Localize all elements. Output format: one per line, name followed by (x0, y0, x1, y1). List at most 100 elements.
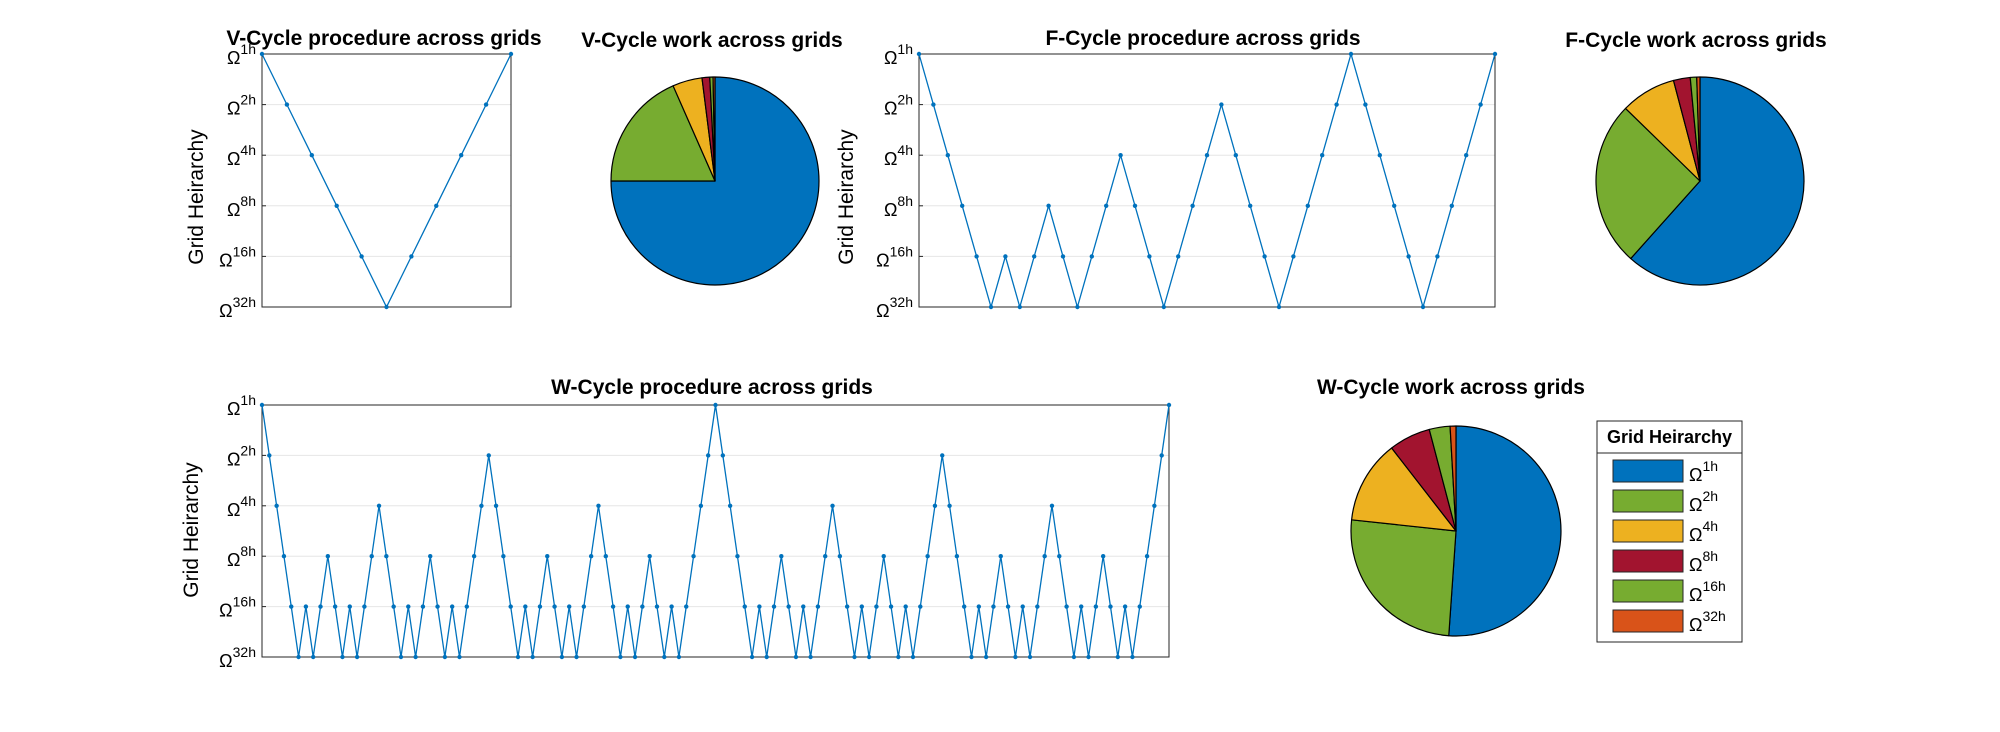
data-point (1320, 153, 1325, 158)
data-point (888, 604, 894, 609)
data-point (376, 503, 382, 508)
data-point (449, 604, 455, 609)
legend-swatch (1612, 519, 1684, 543)
y-tick-sup: 16h (233, 594, 256, 610)
y-tick-sup: 2h (240, 92, 256, 108)
data-point (786, 604, 791, 609)
y-tick-label: Ω32h (219, 644, 256, 671)
data-point (523, 604, 528, 609)
legend-label-sup: 4h (1702, 518, 1718, 534)
data-point (771, 604, 777, 609)
data-point (1334, 102, 1339, 107)
data-point (684, 604, 689, 609)
data-point (925, 554, 930, 559)
data-point (409, 254, 414, 259)
data-point (1219, 102, 1224, 107)
data-point (954, 554, 960, 559)
data-point (567, 604, 572, 609)
y-tick-sup: 4h (240, 142, 256, 158)
data-point (1093, 604, 1099, 609)
y-tick-base: Ω (219, 301, 232, 321)
data-point (1046, 203, 1051, 208)
data-point (1392, 203, 1397, 208)
data-point (823, 554, 828, 559)
f-cycle-y-axis-label: Grid Heirarchy (835, 129, 858, 265)
data-point (442, 654, 448, 660)
data-point (1108, 604, 1113, 609)
data-point (815, 604, 821, 609)
y-tick-sup: 2h (897, 92, 913, 108)
data-point (545, 554, 550, 559)
v-cycle-work-chart: V-Cycle work across grids (581, 29, 843, 286)
legend-title: Grid Heirarchy (1607, 427, 1732, 447)
data-point (1144, 554, 1150, 559)
data-point (1435, 254, 1440, 259)
data-point (311, 654, 316, 660)
data-point (332, 604, 338, 609)
data-point (1020, 604, 1025, 609)
data-point (918, 604, 923, 609)
y-tick-sup: 32h (233, 644, 256, 660)
legend-label: Ω8h (1689, 548, 1718, 575)
data-point (808, 654, 813, 660)
y-tick-base: Ω (884, 48, 897, 68)
data-point (1276, 304, 1282, 310)
data-point (1013, 654, 1018, 660)
f-cycle-work-title: F-Cycle work across grids (1565, 29, 1826, 52)
data-point (859, 604, 864, 609)
data-point (903, 604, 908, 609)
data-point (359, 254, 364, 259)
w-cycle-work-title: W-Cycle work across grids (1317, 376, 1585, 399)
f-cycle-procedure-title: F-Cycle procedure across grids (1045, 27, 1360, 50)
y-tick-base: Ω (227, 449, 240, 469)
data-point (727, 503, 733, 508)
data-point (384, 304, 389, 310)
data-point (596, 503, 601, 508)
data-point (940, 453, 945, 458)
data-point (705, 453, 711, 458)
data-point (1049, 503, 1055, 508)
data-point (801, 604, 806, 609)
data-point (1057, 554, 1062, 559)
data-point (916, 51, 922, 57)
data-point (369, 554, 374, 559)
data-point (1348, 51, 1354, 57)
y-tick-base: Ω (227, 500, 240, 520)
data-point (988, 304, 994, 310)
data-point (735, 554, 740, 559)
data-point (559, 654, 565, 660)
data-point (479, 503, 484, 508)
pie-slice (1696, 76, 1701, 182)
data-point (844, 604, 850, 609)
y-tick-base: Ω (227, 149, 240, 169)
y-tick-label: Ω2h (227, 442, 256, 469)
data-point (757, 604, 762, 609)
data-point (931, 102, 936, 107)
y-tick-base: Ω (227, 48, 240, 68)
legend-label-sup: 32h (1702, 608, 1725, 624)
data-point (259, 51, 265, 57)
data-point (1377, 153, 1383, 158)
data-point (1064, 604, 1069, 609)
y-tick-sup: 1h (897, 41, 913, 57)
data-point (1166, 402, 1172, 408)
data-point (896, 654, 901, 660)
data-point (581, 604, 587, 609)
data-point (574, 654, 579, 660)
w-cycle-procedure-title: W-Cycle procedure across grids (551, 376, 873, 399)
data-point (1464, 153, 1469, 158)
y-tick-base: Ω (219, 250, 232, 270)
v-cycle-work-title: V-Cycle work across grids (581, 29, 842, 52)
data-point (647, 554, 652, 559)
data-point (1089, 254, 1095, 259)
data-point (413, 654, 418, 660)
legend-label-sup: 1h (1702, 458, 1718, 474)
data-point (698, 503, 704, 508)
data-point (676, 654, 682, 660)
data-point (1305, 203, 1311, 208)
y-tick-label: Ω4h (227, 493, 256, 520)
pie-slice (1350, 519, 1457, 637)
data-point (932, 503, 938, 508)
